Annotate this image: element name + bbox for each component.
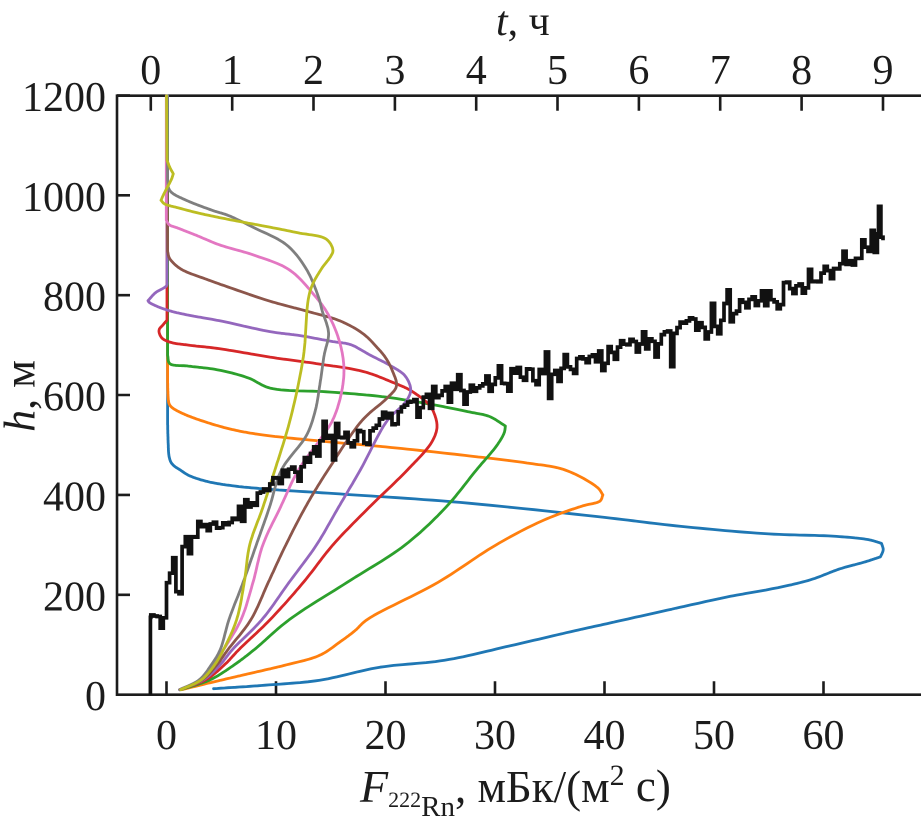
svg-text:2: 2 bbox=[303, 48, 324, 94]
svg-text:400: 400 bbox=[43, 474, 106, 520]
svg-text:200: 200 bbox=[43, 574, 106, 620]
svg-text:60: 60 bbox=[803, 713, 845, 759]
svg-text:40: 40 bbox=[584, 713, 626, 759]
svg-text:5: 5 bbox=[547, 48, 568, 94]
svg-text:800: 800 bbox=[43, 275, 106, 321]
svg-text:8: 8 bbox=[791, 48, 812, 94]
svg-text:6: 6 bbox=[628, 48, 649, 94]
svg-text:0: 0 bbox=[156, 713, 177, 759]
svg-text:1200: 1200 bbox=[22, 75, 106, 121]
svg-text:3: 3 bbox=[384, 48, 405, 94]
svg-text:t, ч: t, ч bbox=[496, 0, 550, 45]
svg-text:50: 50 bbox=[693, 713, 735, 759]
svg-text:h, м: h, м bbox=[0, 360, 45, 432]
svg-text:7: 7 bbox=[710, 48, 731, 94]
svg-text:30: 30 bbox=[474, 713, 516, 759]
svg-text:1: 1 bbox=[222, 48, 243, 94]
svg-text:0: 0 bbox=[140, 48, 161, 94]
svg-text:F222Rn, мБк/(м2 с): F222Rn, мБк/(м2 с) bbox=[359, 759, 671, 823]
svg-text:4: 4 bbox=[466, 48, 487, 94]
svg-text:20: 20 bbox=[365, 713, 407, 759]
svg-text:600: 600 bbox=[43, 375, 106, 421]
svg-text:10: 10 bbox=[255, 713, 297, 759]
svg-text:1000: 1000 bbox=[22, 175, 106, 221]
svg-text:0: 0 bbox=[85, 674, 106, 720]
svg-text:9: 9 bbox=[873, 48, 894, 94]
